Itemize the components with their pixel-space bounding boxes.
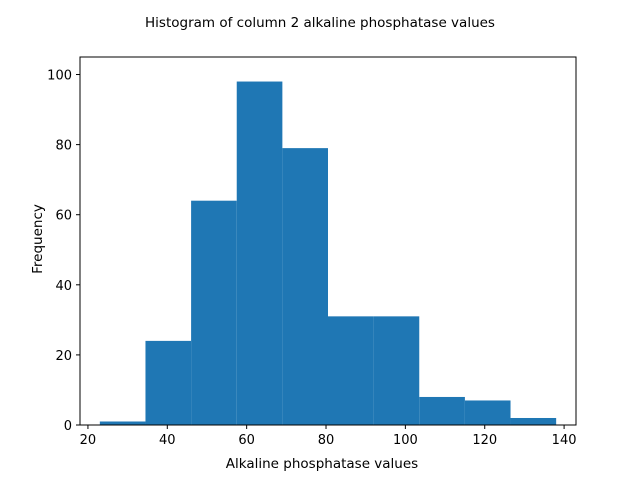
histogram-bar bbox=[419, 396, 465, 425]
x-tick-label: 120 bbox=[472, 433, 497, 448]
y-tick-label: 0 bbox=[64, 419, 72, 434]
x-tick-label: 80 bbox=[318, 433, 335, 448]
x-axis-title: Alkaline phosphatase values bbox=[226, 456, 418, 472]
histogram-bar bbox=[373, 316, 420, 425]
y-tick-label: 80 bbox=[55, 139, 72, 154]
y-tick-label: 20 bbox=[55, 349, 72, 364]
chart-title: Histogram of column 2 alkaline phosphata… bbox=[145, 15, 495, 31]
plot-frame bbox=[79, 56, 577, 426]
y-axis-title: Frequency bbox=[30, 204, 46, 274]
x-axis: 20 40 60 80 100 120 140 bbox=[80, 425, 577, 448]
x-tick-label: 100 bbox=[393, 433, 418, 448]
histogram-bar bbox=[282, 148, 328, 425]
x-tick-label: 140 bbox=[552, 433, 577, 448]
histogram-bar bbox=[328, 316, 374, 425]
histogram-bar bbox=[236, 81, 283, 426]
y-tick-label: 100 bbox=[47, 69, 72, 84]
histogram-bar bbox=[510, 417, 557, 425]
y-tick-label: 40 bbox=[55, 279, 72, 294]
y-axis: 0 20 40 60 80 100 bbox=[47, 69, 80, 434]
x-tick-label: 20 bbox=[80, 433, 97, 448]
x-tick-label: 40 bbox=[159, 433, 176, 448]
x-tick-label: 60 bbox=[238, 433, 255, 448]
histogram-bar bbox=[464, 400, 511, 425]
y-tick-label: 60 bbox=[55, 209, 72, 224]
histogram-bar bbox=[191, 200, 237, 425]
bars-group bbox=[99, 81, 557, 426]
histogram-bar bbox=[99, 421, 146, 425]
histogram-bar bbox=[145, 340, 192, 425]
